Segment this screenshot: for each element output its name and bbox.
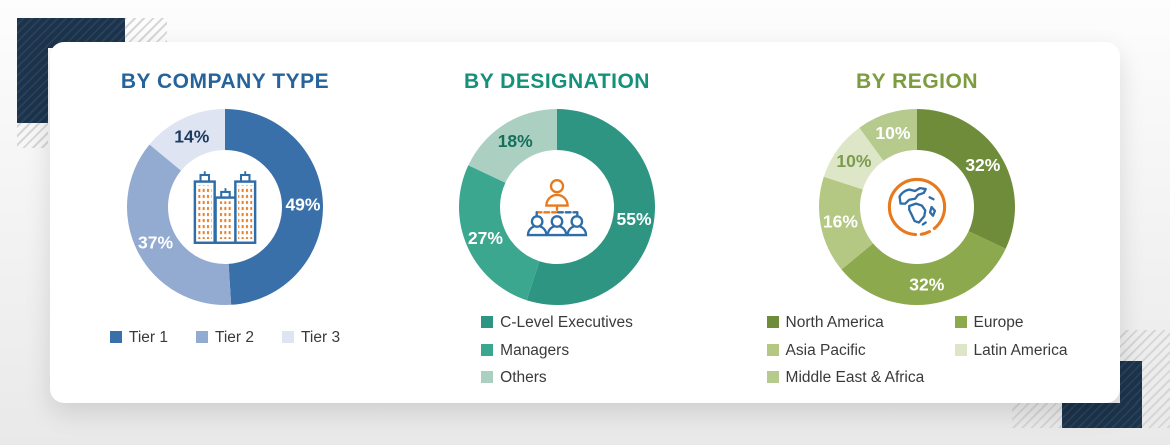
legend-item: Tier 1	[109, 329, 168, 347]
corner-bracket-top-left-vertical	[17, 18, 48, 123]
donut-slice-north-america	[917, 109, 1015, 249]
legend-swatch	[954, 343, 967, 356]
legend-item: Tier 3	[282, 329, 340, 347]
donut-svg-region: 32% 32% 16% 10%10%	[819, 109, 1015, 305]
donut-designation: 55% 27% 18%	[457, 107, 657, 307]
legend-swatch	[195, 331, 208, 343]
legend-swatch	[766, 343, 779, 356]
legend-swatch	[954, 316, 967, 328]
slice-label: 27%	[468, 228, 503, 248]
legend-label: Managers	[500, 341, 570, 359]
donut-svg-company-type: 49% 37% 14%	[126, 109, 324, 305]
legend-item: Europe	[954, 309, 1068, 337]
legend-swatch	[766, 371, 779, 383]
legend-label: Europe	[973, 314, 1024, 331]
legend-item: C-Level Executives	[481, 309, 633, 337]
donut-slice-asia-pacific	[819, 176, 874, 270]
legend-label: Tier 1	[128, 329, 168, 346]
donut-slice-middle-east-africa	[859, 109, 917, 161]
corner-bracket-bottom-right-horizontal	[1062, 403, 1142, 428]
slice-label: 32%	[965, 155, 1000, 175]
legend-item: Asia Pacific	[766, 337, 943, 365]
legend-item: Others	[481, 364, 633, 392]
legend-item: Managers	[481, 337, 633, 365]
slice-label: 18%	[498, 131, 533, 151]
donut-company-type: 49% 37% 14%	[125, 107, 325, 307]
org-chart-icon	[524, 177, 590, 237]
legend-label: Tier 3	[301, 329, 341, 346]
chart-title-company-type: BY COMPANY TYPE	[120, 70, 330, 93]
chart-by-company-type: BY COMPANY TYPE 49% 37% 14%	[60, 42, 390, 403]
donut-slice-managers	[459, 165, 540, 301]
charts-card: BY COMPANY TYPE 49% 37% 14%	[50, 42, 1120, 403]
slice-label: 49%	[285, 195, 320, 215]
donut-slice-c-level-executives	[526, 109, 655, 305]
legend-item: Middle East & Africa	[766, 364, 943, 392]
legend-label: Latin America	[973, 341, 1068, 359]
chart-title-region: BY REGION	[856, 70, 978, 93]
donut-slice-others	[468, 109, 557, 183]
legend-swatch	[282, 331, 295, 343]
slice-label: 16%	[823, 212, 858, 232]
legend-label: Others	[500, 369, 547, 386]
legend-swatch	[481, 343, 494, 356]
legend-swatch	[766, 316, 779, 328]
legend-swatch	[481, 371, 494, 383]
donut-slice-tier-2	[126, 144, 232, 305]
slice-label: 10%	[875, 123, 910, 143]
donut-region: 32% 32% 16% 10% 10%	[817, 107, 1017, 307]
legend-company-type: Tier 1 Tier 2 Tier 3	[60, 329, 390, 347]
legend-swatch	[109, 331, 122, 343]
legend-label: C-Level Executives	[500, 314, 633, 331]
donut-svg-designation: 55% 27% 18%	[459, 109, 655, 305]
legend-swatch	[481, 316, 494, 328]
legend-label: Asia Pacific	[785, 341, 866, 359]
donut-slice-tier-3	[149, 109, 225, 171]
globe-icon	[886, 176, 948, 238]
legend-label: North America	[785, 314, 884, 331]
legend-label: Tier 2	[214, 329, 255, 346]
buildings-icon	[193, 169, 257, 245]
slice-label: 37%	[138, 232, 173, 252]
legend-designation: C-Level Executives Managers Others	[481, 309, 633, 392]
donut-slice-tier-1	[225, 109, 324, 305]
chart-by-designation: BY DESIGNATION 55% 27% 18%	[392, 42, 722, 403]
legend-region: North America Europe Asia Pacific Latin Ame…	[766, 309, 1068, 392]
chart-title-designation: BY DESIGNATION	[464, 70, 650, 93]
legend-label: Middle East & Africa	[785, 369, 925, 386]
legend-item: Tier 2	[195, 329, 255, 347]
legend-item: Latin America	[954, 337, 1068, 365]
slice-label: 55%	[617, 209, 652, 229]
slice-label: 14%	[174, 126, 209, 146]
slice-label: 10%	[836, 151, 871, 171]
donut-slice-europe	[841, 231, 1006, 305]
chart-by-region: BY REGION 32% 32% 16% 10% 10%	[752, 42, 1082, 403]
legend-item: North America	[766, 309, 943, 337]
slice-label: 32%	[909, 274, 944, 294]
donut-slice-latin-america	[823, 127, 884, 190]
